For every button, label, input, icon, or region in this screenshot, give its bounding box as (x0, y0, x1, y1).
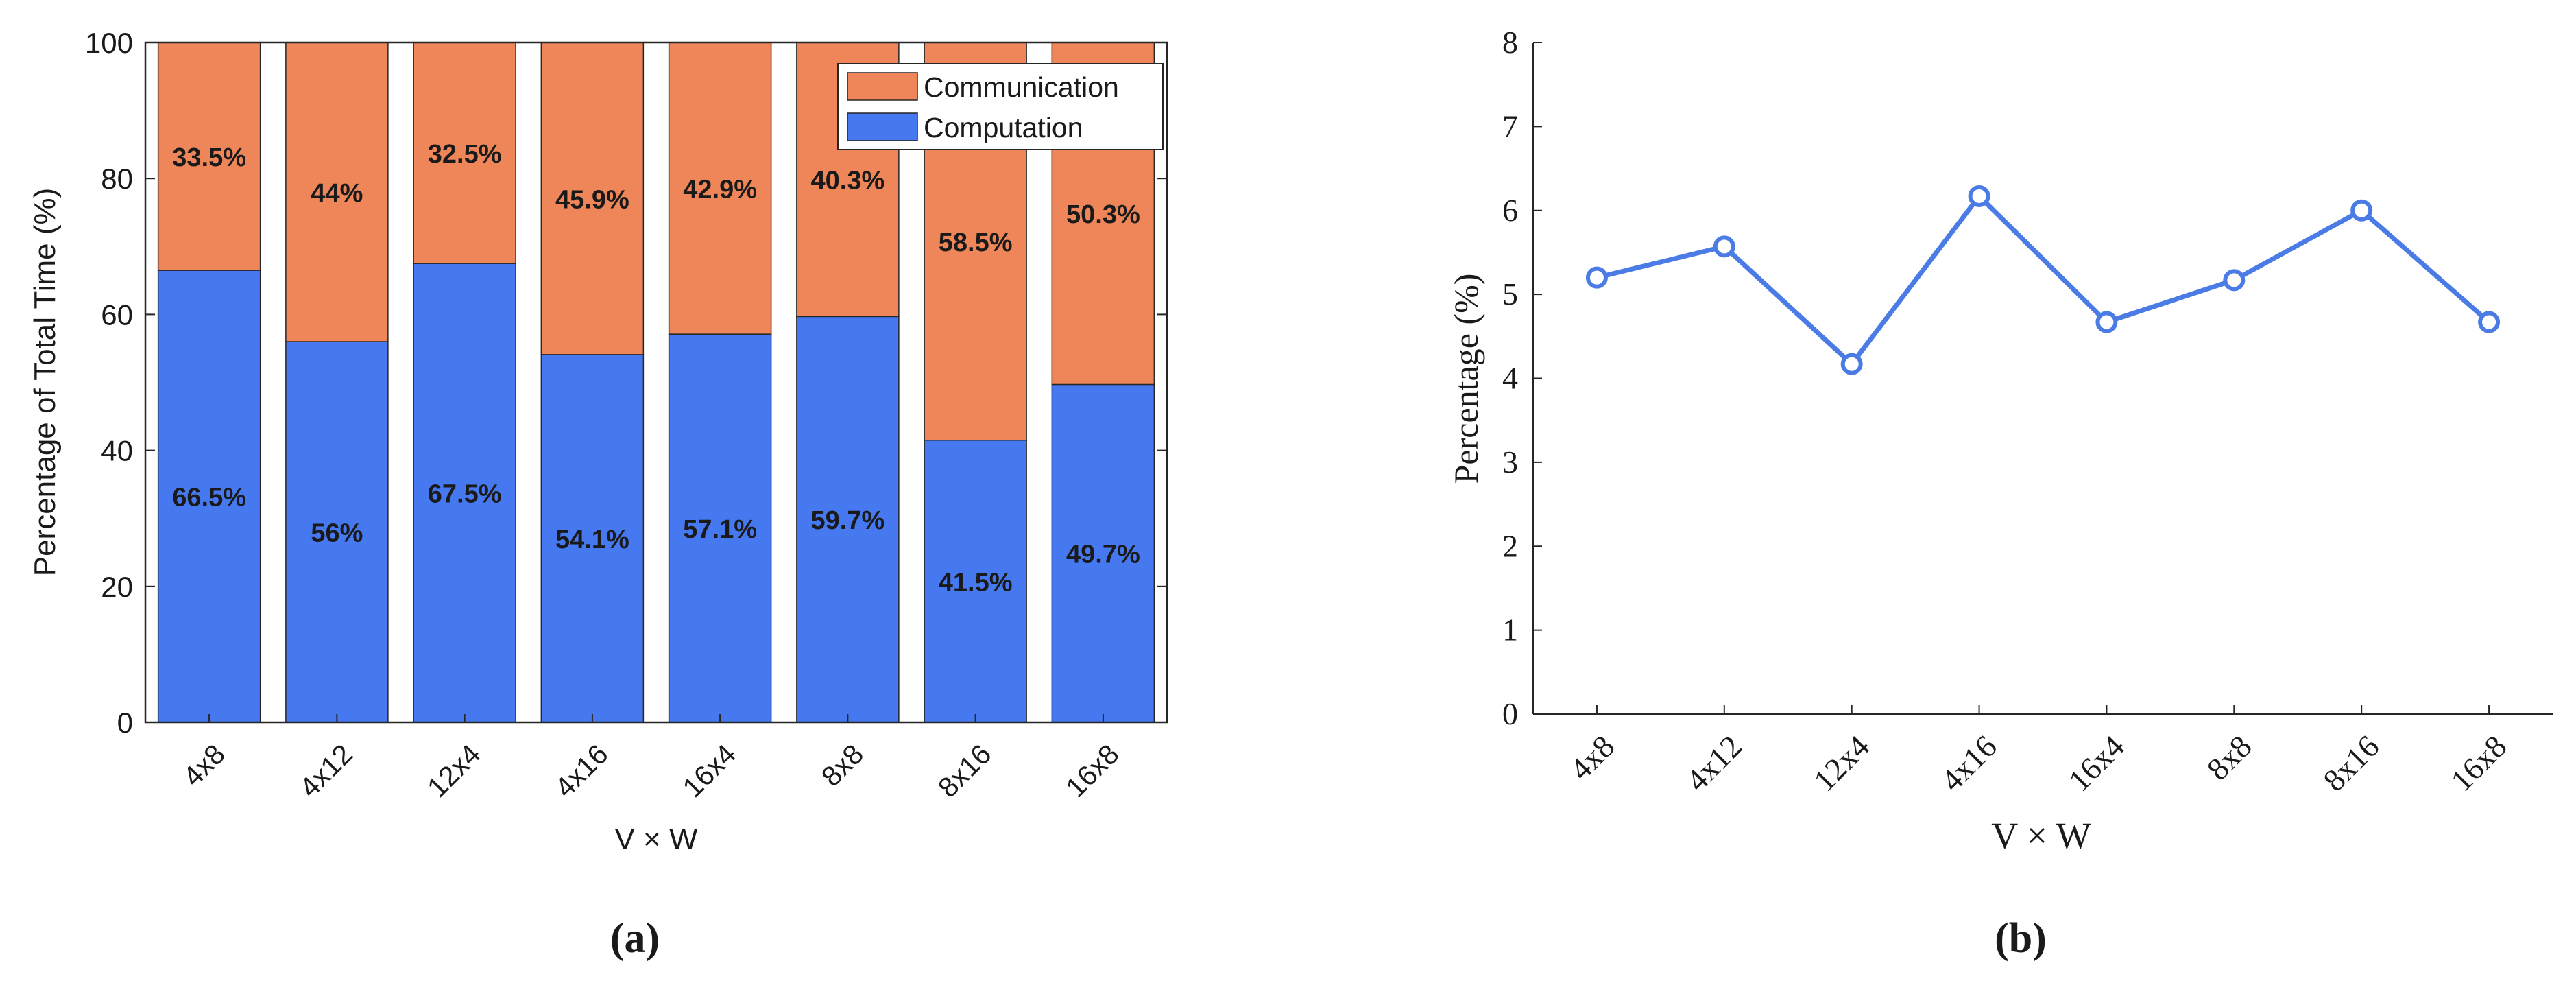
y-tick-label-3: 3 (1502, 445, 1518, 479)
bar-computation-4x16 (540, 354, 645, 723)
series-line (1596, 193, 2491, 367)
bar-computation-4x8 (157, 270, 261, 723)
y-tick-label-8: 8 (1502, 25, 1518, 60)
bar-communication-12x4 (413, 42, 516, 264)
y-tick-label-7: 7 (1502, 108, 1518, 143)
y-tick-label-0: 0 (117, 707, 133, 739)
x-tick-label-4x12: 4x12 (1679, 729, 1748, 798)
y-tick-label-80: 80 (101, 163, 133, 195)
panel-b-x-ticks: 4x8 4x12 12x4 4x16 16x4 8x8 8x16 16x8 (1563, 705, 2513, 798)
y-tick-label-0: 0 (1502, 696, 1518, 731)
data-label-computation-16x4: 57.1% (683, 515, 757, 544)
panel-b-line-chart: 0 1 2 3 4 5 6 7 8 4x8 4x12 12x4 4x16 16x4 8x8 8x16 16x8… (1447, 25, 2553, 962)
bar-communication-4x12 (285, 42, 389, 342)
bar-communication-4x16 (540, 42, 645, 355)
bar-communication-16x4 (668, 42, 772, 335)
panel-a-stacked-bar-chart: 66.5% 33.5% 56% 44% 67.5% 32.5% 54.1% 45.9% 57.1… (28, 27, 1168, 962)
bar-computation-16x8 (1051, 383, 1155, 723)
data-label-communication-8x16: 58.5% (939, 228, 1013, 257)
data-label-computation-8x8: 59.7% (811, 506, 885, 535)
x-tick-label-8x8: 8x8 (815, 738, 869, 792)
x-tick-label-8x16: 8x16 (932, 738, 997, 803)
point-marker-4x16 (1968, 185, 1990, 207)
data-label-communication-16x8: 50.3% (1066, 200, 1140, 229)
point-marker-8x8 (2223, 269, 2246, 292)
y-tick-label-4: 4 (1502, 361, 1518, 396)
panel-a-bars (157, 42, 1155, 723)
point-marker-16x8 (2478, 311, 2501, 333)
panel-a-axes-frame (144, 41, 1168, 724)
panel-b-x-axis-label: V × W (1991, 815, 2091, 856)
point-marker-4x12 (1713, 235, 1735, 258)
x-tick-label-12x4: 12x4 (1807, 729, 1876, 798)
y-tick-label-5: 5 (1502, 276, 1518, 311)
x-tick-label-12x4: 12x4 (421, 738, 486, 803)
x-tick-label-16x8: 16x8 (1059, 738, 1124, 803)
panel-a-label: (a) (610, 915, 660, 962)
data-label-computation-4x8: 66.5% (172, 483, 246, 512)
x-tick-label-8x8: 8x8 (2200, 729, 2259, 787)
data-label-communication-4x16: 45.9% (555, 185, 629, 214)
x-tick-label-4x16: 4x16 (549, 738, 614, 803)
data-label-computation-12x4: 67.5% (428, 480, 502, 509)
data-label-communication-4x8: 33.5% (172, 143, 246, 172)
data-label-computation-8x16: 41.5% (939, 568, 1013, 597)
legend-swatch-computation (847, 112, 918, 141)
data-label-computation-4x12: 56% (311, 519, 363, 548)
x-tick-label-4x12: 4x12 (293, 738, 359, 803)
data-label-computation-16x8: 49.7% (1066, 541, 1140, 569)
bar-computation-8x16 (924, 439, 1027, 723)
panel-a-legend: Communication Computation (837, 63, 1164, 150)
legend-label-computation: Computation (924, 112, 1083, 143)
panel-b-plot-area (1533, 43, 2553, 714)
y-tick-label-60: 60 (101, 298, 133, 331)
point-marker-12x4 (1840, 353, 1863, 375)
panel-a-y-axis-label: Percentage of Total Time (%) (28, 188, 62, 577)
legend-swatch-communication (847, 72, 918, 101)
panel-b-label: (b) (1995, 915, 2047, 962)
data-label-computation-4x16: 54.1% (555, 525, 629, 554)
x-tick-label-16x8: 16x8 (2444, 729, 2513, 798)
point-marker-8x16 (2350, 199, 2373, 222)
point-marker-4x8 (1585, 266, 1608, 289)
data-label-communication-4x12: 44% (311, 179, 363, 208)
panel-b-y-axis-label: Percentage (%) (1447, 274, 1485, 484)
panel-a-x-axis-label: V × W (614, 822, 697, 856)
y-tick-label-20: 20 (101, 571, 133, 603)
bar-computation-4x12 (285, 341, 389, 723)
data-label-communication-8x8: 40.3% (811, 167, 885, 196)
x-tick-label-4x16: 4x16 (1934, 729, 2003, 798)
panel-b-y-ticks: 0 1 2 3 4 5 6 7 8 (1502, 25, 1542, 731)
x-tick-label-8x16: 8x16 (2316, 729, 2385, 798)
y-tick-label-100: 100 (85, 27, 133, 59)
bar-computation-16x4 (668, 333, 772, 723)
y-tick-label-6: 6 (1502, 193, 1518, 228)
x-tick-label-4x8: 4x8 (177, 738, 231, 792)
data-label-communication-16x4: 42.9% (683, 176, 757, 204)
data-label-communication-12x4: 32.5% (428, 140, 502, 169)
legend-label-communication: Communication (924, 71, 1119, 103)
y-tick-label-2: 2 (1502, 528, 1518, 563)
point-marker-16x4 (2095, 311, 2118, 333)
panel-b-series (1585, 185, 2501, 375)
y-tick-label-40: 40 (101, 435, 133, 467)
panel-a-y-ticks: 0 20 40 60 80 100 (85, 27, 1167, 739)
x-tick-label-4x8: 4x8 (1563, 729, 1621, 787)
x-tick-label-16x4: 16x4 (2062, 729, 2131, 798)
y-tick-label-1: 1 (1502, 613, 1518, 648)
panel-a-bar-labels: 66.5% 33.5% 56% 44% 67.5% 32.5% 54.1% 45.9% 57.1… (172, 140, 1140, 597)
panel-a-x-ticks: 4x8 4x12 12x4 4x16 16x4 8x8 8x16 16x8 (177, 714, 1125, 803)
x-tick-label-16x4: 16x4 (677, 738, 742, 803)
